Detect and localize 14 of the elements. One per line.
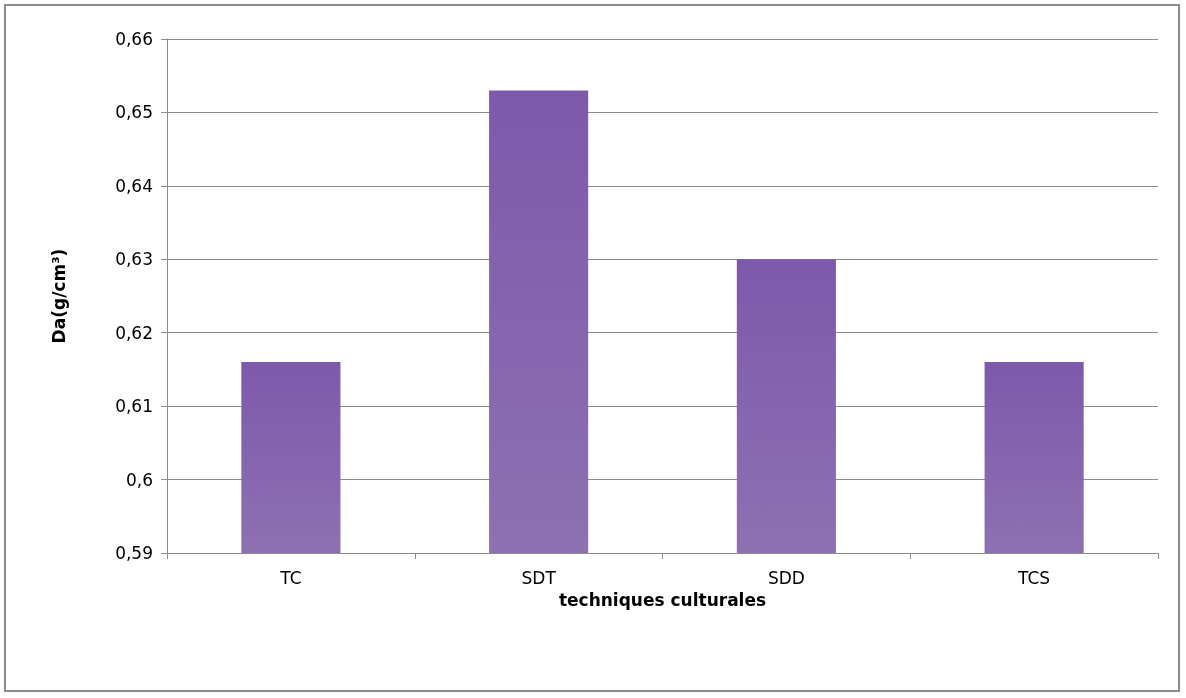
y-tick-label: 0,65	[115, 102, 153, 123]
y-tick-label: 0,6	[125, 469, 153, 490]
y-tick-label: 0,59	[115, 543, 153, 563]
x-tick-label: SDT	[521, 567, 557, 588]
y-tick-label: 0,66	[115, 29, 153, 49]
y-axis-title: Da(g/cm³)	[48, 248, 69, 344]
x-tick-label: SDD	[767, 567, 805, 588]
x-tick-label: TC	[279, 567, 302, 588]
y-tick-label: 0,61	[115, 396, 153, 417]
y-tick-label: 0,64	[115, 175, 153, 196]
x-axis-title: techniques culturales	[558, 589, 767, 610]
y-tick-label: 0,63	[115, 249, 153, 270]
y-tick-label: 0,62	[115, 322, 153, 343]
x-tick-label: TCS	[1017, 567, 1051, 588]
